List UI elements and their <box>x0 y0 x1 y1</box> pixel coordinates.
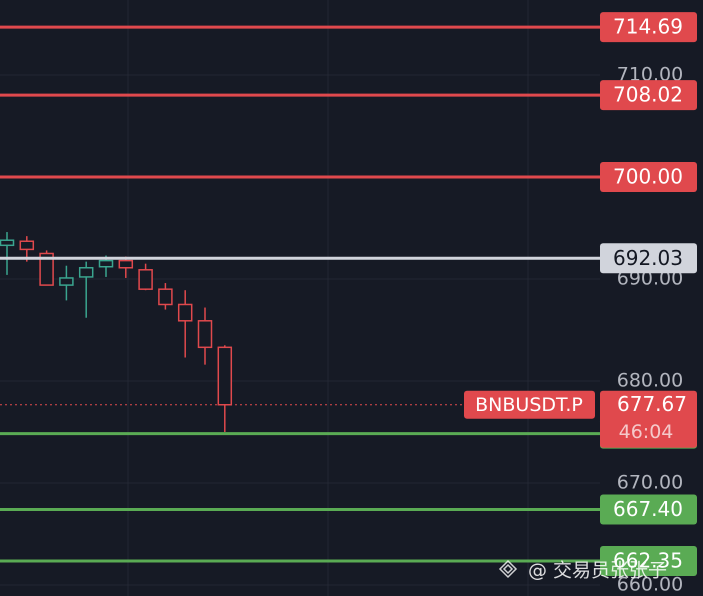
price-label-box <box>600 546 697 577</box>
price-label: 714.69 <box>613 15 683 39</box>
y-tick-label: 680.00 <box>617 369 683 391</box>
candle-body <box>177 303 193 322</box>
symbol-box <box>464 390 595 419</box>
candle-body <box>39 252 54 286</box>
y-tick-label: 670.00 <box>617 471 683 493</box>
price-label-box <box>600 161 697 192</box>
price-label-box <box>600 80 697 111</box>
candle-body <box>0 239 15 247</box>
candle-body <box>138 269 153 290</box>
watermark: @ 交易员张张子 <box>528 560 667 582</box>
price-label: 708.02 <box>613 83 683 107</box>
countdown-label: 46:04 <box>619 421 674 443</box>
price-label: 700.00 <box>613 164 683 188</box>
watermark-icon <box>498 559 518 579</box>
price-label-box <box>600 12 697 43</box>
price-label: 667.40 <box>613 497 683 521</box>
current-price-box <box>600 390 697 448</box>
candle-body <box>78 267 94 278</box>
price-label: 662.35 <box>613 549 683 573</box>
symbol-label: BNBUSDT.P <box>475 394 583 416</box>
y-tick-label: 660.00 <box>617 573 683 595</box>
current-price-label: 677.67 <box>617 392 687 416</box>
candle-body <box>217 346 233 406</box>
candle-body <box>19 240 35 251</box>
candle-body <box>118 259 134 269</box>
candle-body <box>158 288 173 306</box>
candle-body <box>59 277 74 286</box>
candle-body <box>98 259 114 268</box>
price-label-box <box>600 494 697 525</box>
price-label: 692.03 <box>613 246 683 270</box>
price-label-box <box>600 243 697 274</box>
y-tick-label: 710.00 <box>617 63 683 85</box>
candle-body <box>197 320 213 349</box>
